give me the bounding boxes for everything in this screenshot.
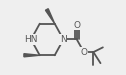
Text: O: O: [80, 48, 87, 57]
Text: HN: HN: [24, 35, 38, 44]
Polygon shape: [45, 9, 55, 24]
Text: N: N: [60, 35, 67, 44]
Polygon shape: [24, 54, 40, 57]
Text: O: O: [73, 21, 80, 30]
